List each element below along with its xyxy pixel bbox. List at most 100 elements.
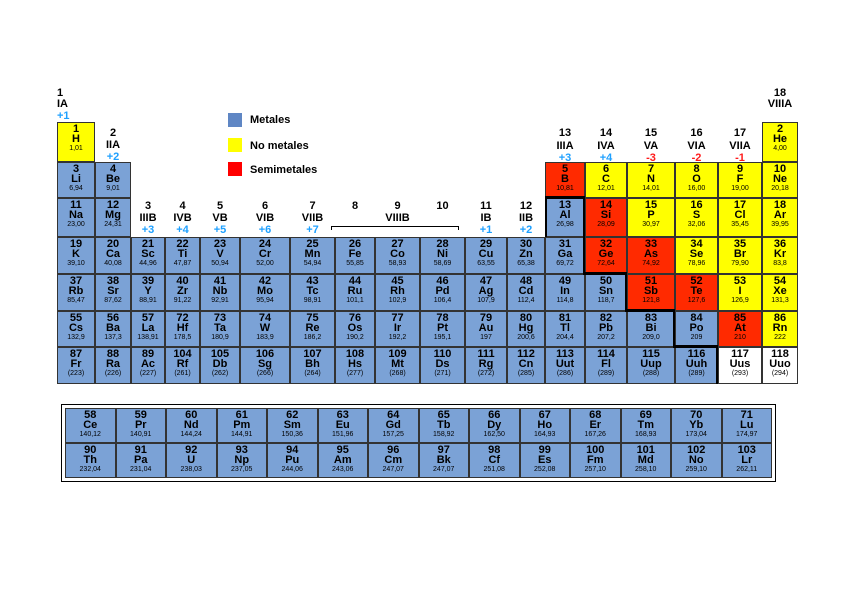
element-cell: 50 Sn 118,7 (585, 274, 627, 311)
atomic-mass: 112,4 (517, 297, 535, 304)
atomic-number: 33 (644, 238, 658, 250)
legend-nonmetal-label: No metales (250, 140, 309, 152)
actinide-cell: 99 Es 252,08 (519, 443, 570, 478)
atomic-mass: 137,3 (104, 334, 122, 341)
group-roman: IVB (173, 212, 192, 224)
atomic-mass: 183,9 (256, 334, 274, 341)
atomic-number: 37 (69, 275, 83, 287)
atomic-mass: 180,9 (211, 334, 229, 341)
actinide-cell: 100 Fm 257,10 (570, 443, 621, 478)
element-cell: 27 Co 58,93 (375, 237, 420, 274)
atomic-number: 39 (141, 275, 155, 287)
element-symbol: Ds (435, 358, 450, 370)
element-cell: 2 He 4,00 (762, 122, 798, 162)
element-symbol: Ge (598, 248, 614, 260)
element-symbol: Au (478, 322, 494, 334)
atomic-number: 65 (437, 409, 450, 421)
element-cell: 22 Ti 47,87 (165, 237, 200, 274)
element-symbol: Uuh (685, 358, 708, 370)
atomic-mass: 39,10 (67, 260, 85, 267)
lanthanide-cell: 70 Yb 173,04 (671, 408, 722, 443)
atomic-mass: 85,47 (67, 297, 85, 304)
atomic-mass: (268) (389, 370, 406, 377)
element-symbol: K (72, 248, 80, 260)
atomic-number: 25 (306, 238, 319, 250)
element-cell: 85 At 210 (718, 311, 762, 347)
atomic-number: 107 (303, 348, 322, 360)
element-symbol: Re (305, 322, 320, 334)
atomic-mass: 158,92 (433, 431, 455, 438)
atomic-number: 85 (733, 312, 747, 324)
element-symbol: Ga (557, 248, 573, 260)
element-cell: 89 Ac (227) (131, 347, 165, 384)
lanthanide-cell: 68 Er 167,26 (570, 408, 621, 443)
element-symbol: Tb (437, 419, 451, 431)
atomic-mass: 243,06 (332, 466, 354, 473)
atomic-number: 63 (336, 409, 349, 421)
element-cell: 56 Ba 137,3 (95, 311, 131, 347)
element-symbol: Be (105, 173, 121, 185)
atomic-number: 18 (773, 199, 787, 211)
element-symbol: Zn (519, 248, 533, 260)
atomic-mass: 222 (774, 334, 786, 341)
lanthanide-cell: 58 Ce 140,12 (65, 408, 116, 443)
atomic-number: 34 (690, 238, 703, 250)
f-block-frame (61, 404, 776, 482)
atomic-number: 17 (733, 199, 747, 211)
metal-divider-line (583, 272, 627, 275)
element-symbol: Dy (487, 419, 502, 431)
group-number: 11 (480, 200, 492, 212)
atomic-mass: 126,9 (731, 297, 749, 304)
element-symbol: Tl (560, 322, 570, 334)
element-symbol: Es (538, 454, 552, 466)
atomic-mass: 178,5 (173, 334, 192, 341)
element-symbol: Mo (257, 285, 273, 297)
atomic-number: 12 (106, 199, 120, 211)
lanthanide-cell: 66 Dy 162,50 (469, 408, 520, 443)
atomic-number: 42 (258, 275, 272, 287)
group-number: 9 (394, 200, 401, 212)
element-symbol: Xe (773, 285, 787, 297)
element-symbol: N (647, 173, 655, 185)
element-cell: 82 Pb 207,2 (585, 311, 627, 347)
atomic-number: 113 (556, 348, 574, 360)
group-oxidation: +4 (599, 152, 613, 164)
atomic-mass: 24,31 (104, 221, 122, 228)
atomic-mass: 210 (734, 334, 746, 341)
atomic-mass: 144,91 (231, 431, 253, 438)
metal-divider-line (545, 198, 547, 237)
atomic-mass: 6,94 (69, 185, 83, 192)
element-symbol: Ho (537, 419, 553, 431)
element-cell: 110 Ds (271) (420, 347, 465, 384)
element-symbol: Bh (305, 358, 320, 370)
atomic-number: 70 (690, 409, 703, 421)
element-cell: 16 S 32,06 (675, 198, 718, 237)
atomic-mass: 162,50 (483, 431, 505, 438)
element-cell: 49 In 114,8 (545, 274, 585, 311)
element-symbol: Ra (105, 358, 121, 370)
atomic-mass: 127,6 (687, 297, 706, 304)
atomic-mass: 247,07 (433, 466, 455, 473)
element-cell: 39 Y 88,91 (131, 274, 165, 311)
lanthanide-cell: 71 Lu 174,97 (721, 408, 772, 443)
element-symbol: Na (68, 209, 84, 221)
atomic-number: 90 (84, 444, 97, 456)
element-cell: 72 Hf 178,5 (165, 311, 200, 347)
element-symbol: Sm (283, 419, 301, 431)
element-symbol: Cu (478, 248, 494, 260)
element-cell: 21 Sc 44,96 (131, 237, 165, 274)
element-cell: 86 Rn 222 (762, 311, 798, 347)
atomic-number: 8 (693, 163, 700, 175)
element-symbol: Yb (689, 419, 704, 431)
actinide-cell: 93 Np 237,05 (216, 443, 267, 478)
element-cell: 81 Tl 204,4 (545, 311, 585, 347)
atomic-number: 35 (733, 238, 747, 250)
group-oxidation: +3 (141, 224, 155, 236)
atomic-mass: 190,2 (346, 334, 364, 341)
atomic-number: 96 (387, 444, 400, 456)
group-roman: VIA (687, 140, 706, 152)
element-symbol: He (772, 133, 788, 145)
legend-metal-swatch (228, 113, 242, 127)
element-cell: 9 F 19,00 (718, 162, 762, 198)
atomic-mass: (285) (517, 370, 535, 377)
